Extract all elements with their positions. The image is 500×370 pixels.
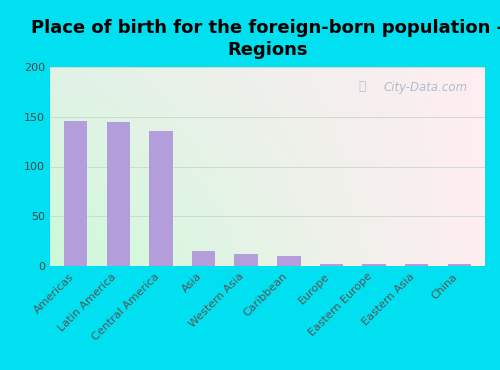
Bar (149, 131, 172, 266)
Bar (64, 121, 88, 266)
Bar (362, 265, 386, 266)
Bar (277, 256, 300, 266)
Title: Place of birth for the foreign-born population -
Regions: Place of birth for the foreign-born popu… (31, 19, 500, 60)
Text: ⓘ: ⓘ (359, 80, 366, 92)
Text: City-Data.com: City-Data.com (384, 81, 468, 94)
Bar (448, 265, 471, 266)
Bar (405, 265, 428, 266)
Bar (192, 252, 216, 266)
Bar (320, 265, 343, 266)
Bar (234, 255, 258, 266)
Bar (106, 121, 130, 266)
